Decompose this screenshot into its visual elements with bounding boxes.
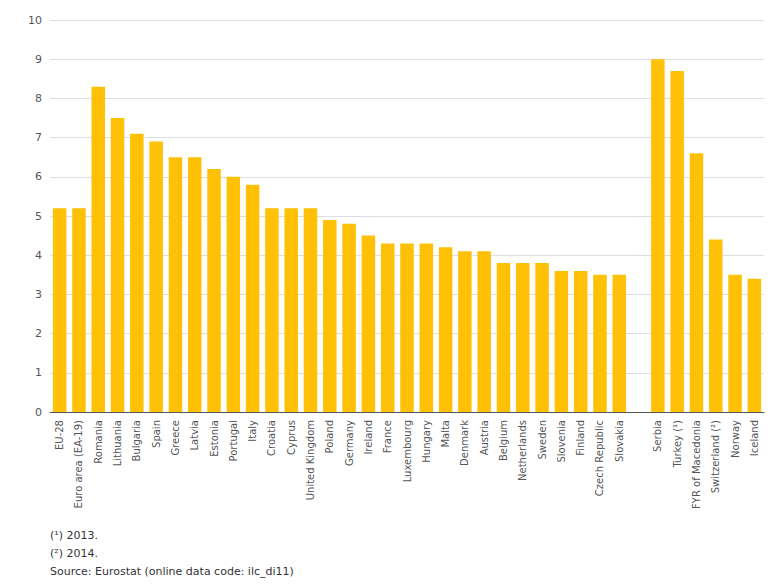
svg-text:United Kingdom: United Kingdom: [305, 420, 316, 500]
svg-text:EU-28: EU-28: [54, 420, 65, 450]
svg-text:Malta: Malta: [440, 420, 451, 448]
svg-text:10: 10: [28, 14, 42, 27]
svg-text:Netherlands: Netherlands: [517, 420, 528, 481]
svg-text:(¹) 2013.: (¹) 2013.: [50, 529, 98, 542]
svg-text:Slovakia: Slovakia: [614, 420, 625, 462]
svg-text:Cyprus: Cyprus: [286, 420, 297, 455]
svg-text:Spain: Spain: [151, 420, 162, 448]
svg-text:9: 9: [35, 53, 42, 66]
svg-text:Ireland: Ireland: [363, 420, 374, 455]
svg-text:Portugal: Portugal: [228, 420, 239, 461]
svg-text:France: France: [382, 420, 393, 453]
svg-text:3: 3: [35, 288, 42, 301]
svg-text:Croatia: Croatia: [266, 420, 277, 456]
svg-text:Romania: Romania: [93, 420, 104, 464]
svg-text:4: 4: [35, 249, 42, 262]
svg-text:2: 2: [35, 327, 42, 340]
svg-text:Denmark: Denmark: [459, 420, 470, 466]
svg-text:Greece: Greece: [170, 420, 181, 456]
svg-text:Belgium: Belgium: [498, 420, 509, 461]
svg-text:Austria: Austria: [479, 420, 490, 455]
svg-text:(²) 2014.: (²) 2014.: [50, 547, 98, 560]
svg-text:Latvia: Latvia: [189, 420, 200, 450]
svg-text:Estonia: Estonia: [209, 420, 220, 457]
svg-text:Bulgaria: Bulgaria: [131, 420, 142, 461]
svg-text:Sweden: Sweden: [537, 420, 548, 460]
svg-text:0: 0: [35, 406, 42, 419]
svg-text:1: 1: [35, 366, 42, 379]
svg-text:Germany: Germany: [344, 420, 355, 466]
svg-text:6: 6: [35, 170, 42, 183]
svg-text:Finland: Finland: [575, 420, 586, 456]
svg-text:Slovenia: Slovenia: [556, 420, 567, 463]
svg-text:5: 5: [35, 210, 42, 223]
svg-text:8: 8: [35, 92, 42, 105]
svg-text:Czech Republic: Czech Republic: [594, 420, 605, 496]
svg-text:Hungary: Hungary: [421, 420, 432, 463]
svg-text:Luxembourg: Luxembourg: [402, 420, 413, 482]
svg-text:Turkey (¹): Turkey (¹): [672, 420, 683, 469]
svg-text:Serbia: Serbia: [652, 420, 663, 452]
svg-text:Lithuania: Lithuania: [112, 420, 123, 466]
svg-text:Source: Eurostat (online data: Source: Eurostat (online data code: ilc_…: [50, 565, 294, 578]
svg-text:Iceland: Iceland: [749, 420, 760, 456]
svg-text:Norway: Norway: [730, 420, 741, 458]
svg-text:Switzerland (²): Switzerland (²): [710, 420, 721, 493]
svg-text:7: 7: [35, 131, 42, 144]
svg-text:Euro area (EA-19): Euro area (EA-19): [73, 420, 84, 508]
svg-text:FYR of Macedonia: FYR of Macedonia: [691, 420, 702, 509]
svg-text:Poland: Poland: [324, 420, 335, 453]
svg-text:Italy: Italy: [247, 420, 258, 442]
